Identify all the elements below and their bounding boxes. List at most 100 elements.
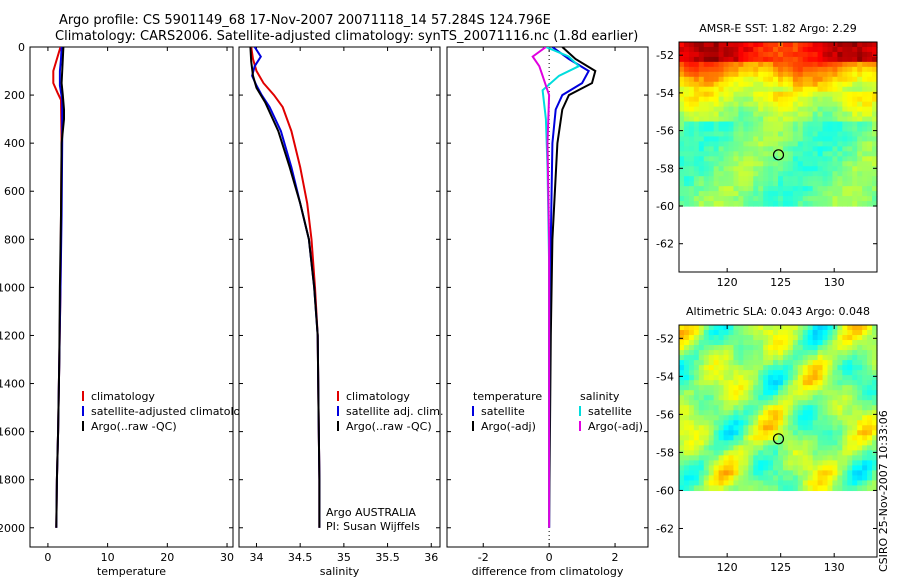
- heatmap-cell: [822, 385, 829, 391]
- heatmap-cell: [703, 430, 710, 436]
- heatmap-cell: [792, 415, 799, 421]
- heatmap-cell: [867, 151, 873, 157]
- heatmap-cell: [703, 460, 710, 466]
- heatmap-cell: [713, 71, 720, 78]
- heatmap-cell: [832, 420, 838, 426]
- heatmap-cell: [743, 480, 749, 487]
- heatmap-cell: [679, 470, 685, 476]
- heatmap-cell: [802, 445, 809, 451]
- heatmap-cell: [812, 61, 819, 68]
- heatmap-cell: [837, 42, 843, 48]
- heatmap-cell: [713, 181, 720, 187]
- heatmap-cell: [743, 365, 749, 371]
- heatmap-cell: [872, 360, 878, 366]
- heatmap-cell: [822, 136, 829, 142]
- heatmap-cell: [867, 395, 873, 401]
- heatmap-cell: [753, 375, 759, 381]
- heatmap-cell: [797, 370, 804, 376]
- heatmap-cell: [797, 395, 804, 401]
- heatmap-cell: [872, 111, 878, 118]
- heatmap-cell: [867, 360, 873, 366]
- heatmap-cell: [817, 131, 824, 138]
- heatmap-cell: [778, 400, 784, 406]
- heatmap-cell: [768, 106, 774, 113]
- heatmap-cell: [797, 56, 804, 63]
- heatmap-cell: [703, 136, 710, 142]
- heatmap-cell: [773, 181, 779, 187]
- heatmap-cell: [782, 56, 789, 63]
- heatmap-cell: [812, 330, 819, 336]
- heatmap-cell: [872, 91, 878, 98]
- heatmap-cell: [708, 91, 715, 98]
- heatmap-cell: [802, 415, 809, 421]
- heatmap-cell: [787, 42, 794, 48]
- heatmap-cell: [817, 51, 824, 58]
- y-tick-label: -54: [656, 370, 674, 383]
- heatmap-cell: [847, 325, 853, 331]
- heatmap-cell: [817, 176, 824, 182]
- heatmap-cell: [738, 61, 744, 68]
- heatmap-cell: [867, 71, 873, 78]
- heatmap-cell: [852, 81, 858, 88]
- heatmap-cell: [852, 435, 858, 441]
- heatmap-cell: [787, 161, 794, 167]
- heatmap-cell: [862, 450, 868, 456]
- heatmap-cell: [797, 365, 804, 371]
- heatmap-cell: [862, 385, 868, 391]
- heatmap-cell: [708, 96, 715, 103]
- heatmap-cell: [847, 475, 853, 482]
- heatmap-cell: [708, 81, 715, 88]
- heatmap-cell: [822, 106, 829, 113]
- heatmap-cell: [847, 430, 853, 436]
- heatmap-cell: [723, 146, 730, 152]
- heatmap-cell: [797, 191, 804, 197]
- heatmap-cell: [753, 350, 759, 356]
- heatmap-cell: [763, 465, 769, 471]
- heatmap-cell: [723, 121, 730, 128]
- heatmap-cell: [763, 405, 769, 411]
- heatmap-cell: [837, 111, 843, 118]
- heatmap-cell: [867, 365, 873, 371]
- heatmap-cell: [847, 121, 853, 128]
- heatmap-cell: [792, 475, 799, 482]
- heatmap-cell: [773, 410, 779, 416]
- heatmap-cell: [837, 186, 843, 192]
- heatmap-cell: [679, 191, 685, 197]
- heatmap-cell: [763, 56, 769, 63]
- y-tick-label: -56: [656, 125, 674, 138]
- heatmap-cell: [733, 375, 739, 381]
- heatmap-cell: [763, 425, 769, 431]
- heatmap-cell: [817, 445, 824, 451]
- heatmap-cell: [763, 455, 769, 461]
- heatmap-cell: [703, 111, 710, 118]
- heatmap-cell: [827, 480, 834, 487]
- heatmap-cell: [812, 191, 819, 197]
- heatmap-cell: [718, 410, 725, 416]
- heatmap-cell: [679, 415, 685, 421]
- heatmap-cell: [792, 325, 799, 331]
- heatmap-cell: [743, 176, 749, 182]
- heatmap-cell: [778, 405, 784, 411]
- heatmap-cell: [787, 141, 794, 147]
- heatmap-cell: [748, 111, 754, 118]
- heatmap-cell: [778, 201, 784, 207]
- heatmap-cell: [748, 121, 754, 128]
- heatmap-cell: [867, 400, 873, 406]
- heatmap-cell: [758, 91, 764, 98]
- heatmap-cell: [738, 71, 744, 78]
- heatmap-cell: [683, 71, 690, 78]
- heatmap-cell: [728, 46, 735, 53]
- heatmap-cell: [773, 131, 779, 138]
- heatmap-cell: [679, 355, 685, 361]
- heatmap-cell: [778, 91, 784, 98]
- heatmap-cell: [773, 395, 779, 401]
- heatmap-cell: [753, 410, 759, 416]
- heatmap-cell: [852, 375, 858, 381]
- heatmap-cell: [733, 151, 739, 157]
- x-tick-label: 30: [220, 551, 234, 564]
- heatmap-cell: [748, 81, 754, 88]
- heatmap-cell: [837, 141, 843, 147]
- heatmap-cell: [679, 81, 685, 88]
- heatmap-cell: [797, 350, 804, 356]
- heatmap-cell: [782, 325, 789, 331]
